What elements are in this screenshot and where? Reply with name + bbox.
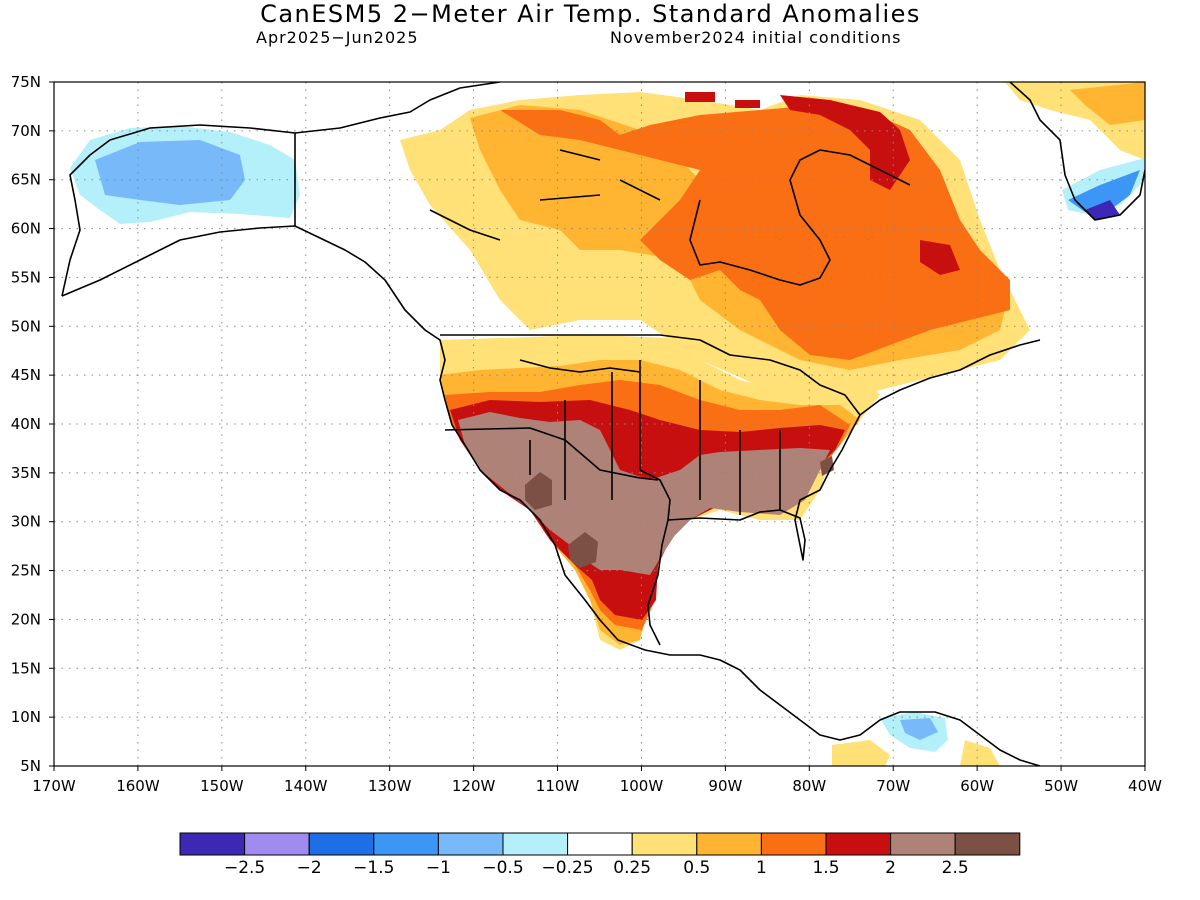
colorbar-swatch [760, 832, 827, 856]
lat-label: 25N [11, 562, 41, 580]
colorbar-label: −0.25 [542, 858, 594, 878]
colorbar-label: 2 [885, 858, 896, 878]
colorbar-swatch [502, 832, 569, 856]
lat-label: 75N [11, 73, 41, 91]
colorbar-swatch [567, 832, 633, 856]
lat-label: 5N [20, 757, 41, 775]
colorbar-label: 0.25 [613, 858, 651, 878]
anomaly-shading [70, 82, 1145, 766]
colorbar-label: −2 [297, 858, 322, 878]
colorbar-label: 2.5 [942, 858, 969, 878]
lon-label: 130W [368, 777, 412, 795]
lat-label: 50N [11, 317, 41, 335]
lat-label: 40N [11, 415, 41, 433]
colorbar-swatch [825, 832, 892, 856]
lon-label: 160W [116, 777, 160, 795]
lat-label: 55N [11, 268, 41, 286]
lat-label: 30N [11, 513, 41, 531]
lon-label: 140W [284, 777, 328, 795]
colorbar: −2.5 −2 −1.5 −1 −0.5 −0.25 0.25 0.5 1 1.5 2 2.5 [179, 832, 1021, 878]
colorbar-swatch [437, 832, 504, 856]
lat-label: 10N [11, 708, 41, 726]
lon-label: 90W [708, 777, 742, 795]
lon-label: 150W [200, 777, 244, 795]
lat-label: 70N [11, 122, 41, 140]
lon-label: 120W [452, 777, 496, 795]
lon-label: 100W [620, 777, 664, 795]
lon-label: 40W [1128, 777, 1162, 795]
lat-label: 20N [11, 610, 41, 628]
colorbar-swatch [373, 832, 439, 856]
colorbar-swatch [954, 832, 1021, 856]
colorbar-label: −1 [426, 858, 451, 878]
lat-label: 35N [11, 464, 41, 482]
colorbar-label: 0.5 [683, 858, 710, 878]
lon-label: 170W [32, 777, 76, 795]
colorbar-label: −1.5 [353, 858, 394, 878]
lat-label: 65N [11, 171, 41, 189]
colorbar-swatch [179, 832, 246, 856]
map-frame [53, 81, 1146, 767]
colorbar-swatch [631, 832, 698, 856]
longitude-labels: 170W 160W 150W 140W 130W 120W 110W 100W 90W 80W 70… [32, 777, 1162, 795]
latitude-labels: 75N 70N 65N 60N 55N 50N 45N 40N 35N 30N 25N 20N 15N 1… [11, 73, 41, 775]
lat-label: 60N [11, 220, 41, 238]
initial-conditions: November2024 initial conditions [610, 28, 902, 47]
lon-label: 80W [792, 777, 826, 795]
coastlines-and-borders [61, 82, 1145, 766]
graticule [49, 81, 1146, 771]
colorbar-label: 1 [756, 858, 767, 878]
colorbar-swatch [890, 832, 956, 856]
lon-label: 60W [960, 777, 994, 795]
colorbar-swatch [244, 832, 310, 856]
lat-label: 45N [11, 366, 41, 384]
map-title: CanESM5 2−Meter Air Temp. Standard Anoma… [260, 0, 921, 28]
colorbar-label: −0.5 [482, 858, 523, 878]
colorbar-swatch [308, 832, 375, 856]
forecast-period: Apr2025−Jun2025 [256, 28, 419, 47]
lon-label: 70W [876, 777, 910, 795]
colorbar-label: −2.5 [224, 858, 265, 878]
colorbar-swatch [696, 832, 762, 856]
lon-label: 110W [536, 777, 580, 795]
lat-label: 15N [11, 659, 41, 677]
lon-label: 50W [1044, 777, 1078, 795]
colorbar-label: 1.5 [812, 858, 839, 878]
